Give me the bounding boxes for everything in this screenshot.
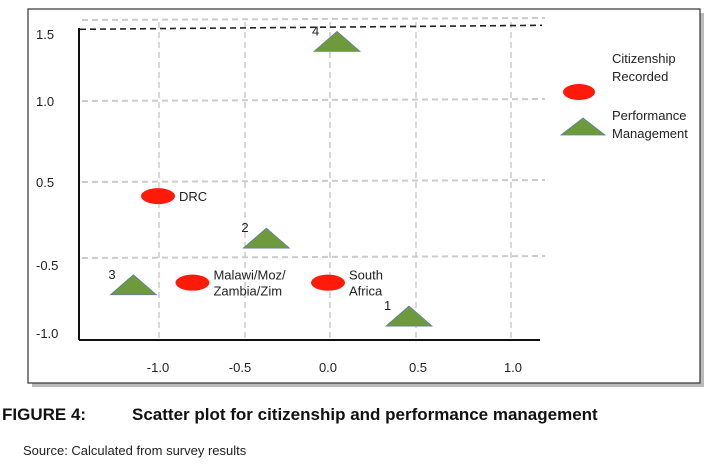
y-tick-label: 0.5 <box>36 175 54 190</box>
legend-ellipse-icon <box>563 84 595 100</box>
point-label: 2 <box>241 220 248 235</box>
scatter-chart: 1.5 1.0 0.5 -0.5 -1.0 -1.0 -0.5 0.0 0.5 1.0 DRC Mal… <box>27 8 704 387</box>
point-label: DRC <box>179 189 207 204</box>
point-label: 3 <box>108 267 115 282</box>
point-label: Malawi/Moz/ <box>213 268 286 283</box>
y-tick-label: -0.5 <box>36 258 58 273</box>
point-label: 1 <box>384 298 391 313</box>
chart-frame <box>27 8 701 384</box>
x-tick-label: -0.5 <box>229 360 251 375</box>
legend-label: Performance <box>612 108 686 123</box>
performance-point <box>312 30 362 52</box>
y-tick-label: 1.0 <box>36 94 54 109</box>
point-label: Africa <box>349 284 383 299</box>
y-tick-label: 1.5 <box>36 27 54 42</box>
figure-caption: FIGURE 4: Scatter plot for citizenship an… <box>2 405 598 425</box>
citizenship-point <box>175 274 210 291</box>
x-tick-label: 1.0 <box>504 360 522 375</box>
x-tick-label: 0.0 <box>319 360 337 375</box>
point-label: Zambia/Zim <box>213 284 282 299</box>
performance-point <box>109 274 158 296</box>
citizenship-point <box>141 188 175 205</box>
legend-label: Recorded <box>612 69 668 84</box>
performance-point <box>242 227 291 249</box>
figure-source: Source: Calculated from survey results <box>23 443 247 458</box>
x-tick-label: 0.5 <box>409 360 427 375</box>
citizenship-point <box>311 274 345 291</box>
figure-title: Scatter plot for citizenship and perform… <box>132 405 598 424</box>
grid-line-horizontal <box>81 255 546 259</box>
y-tick-label: -1.0 <box>36 326 58 341</box>
x-tick-label: -1.0 <box>147 360 169 375</box>
grid-line-horizontal <box>81 17 546 21</box>
legend-label: Citizenship <box>612 51 676 66</box>
legend-label: Management <box>612 126 688 141</box>
point-label: 4 <box>312 23 319 38</box>
grid-line-horizontal <box>81 98 546 102</box>
legend-triangle-icon <box>559 117 607 136</box>
grid-line-horizontal <box>81 179 546 183</box>
reference-line <box>79 24 543 31</box>
performance-point <box>384 305 434 327</box>
point-label: South <box>349 268 383 283</box>
figure-number: FIGURE 4: <box>2 405 87 424</box>
